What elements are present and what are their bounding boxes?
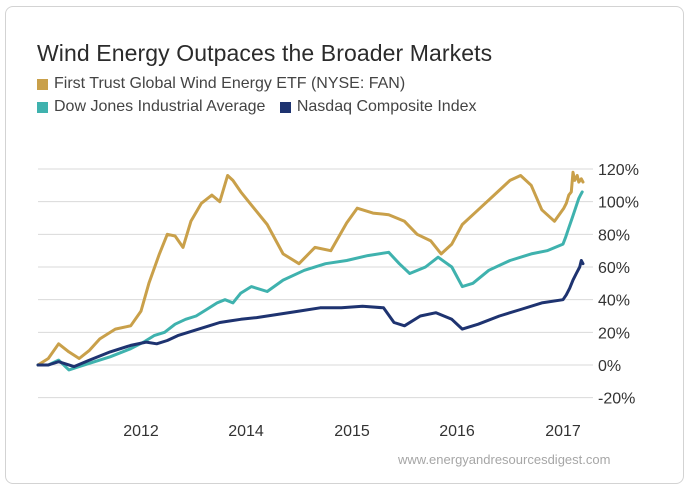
y-tick-label: 100% — [598, 195, 639, 212]
y-tick-label: -20% — [598, 391, 635, 408]
x-tick-labels: 2012 2014 2015 2016 2017 — [123, 423, 581, 440]
legend-label-nasdaq: Nasdaq Composite Index — [296, 98, 477, 115]
legend-row-2: Dow Jones Industrial Average Nasdaq Comp… — [37, 98, 487, 118]
legend-swatch-nasdaq — [279, 101, 291, 113]
legend-item-nasdaq: Nasdaq Composite Index — [279, 98, 477, 116]
series-line-fan — [36, 170, 585, 367]
chart-title: Wind Energy Outpaces the Broader Markets — [37, 40, 493, 66]
legend-item-dow: Dow Jones Industrial Average — [37, 98, 265, 116]
series-line-dow — [36, 190, 584, 372]
chart-frame — [5, 6, 684, 484]
legend-item-fan: First Trust Global Wind Energy ETF (NYSE… — [37, 75, 405, 93]
y-tick-labels: 120% 100% 80% 60% 40% 20% 0% -20% — [598, 162, 639, 408]
series-line-nasdaq — [36, 259, 585, 369]
gridlines — [38, 168, 593, 399]
x-tick-label: 2012 — [123, 423, 159, 440]
x-tick-label: 2016 — [439, 423, 475, 440]
x-tick-label: 2014 — [228, 423, 264, 440]
series-lines — [36, 170, 585, 372]
legend-label-fan: First Trust Global Wind Energy ETF (NYSE… — [54, 75, 406, 92]
y-tick-label: 120% — [598, 162, 639, 179]
y-tick-label: 20% — [598, 325, 630, 342]
y-tick-label: 60% — [598, 260, 630, 277]
legend-swatch-dow — [37, 101, 48, 113]
legend-label-dow: Dow Jones Industrial Average — [54, 98, 266, 115]
x-tick-label: 2015 — [334, 423, 370, 440]
y-tick-label: 0% — [598, 358, 621, 375]
x-tick-label: 2017 — [545, 423, 581, 440]
y-tick-label: 40% — [598, 293, 630, 310]
source-credit: www.energyandresourcesdigest.com — [398, 452, 611, 467]
legend-swatch-fan — [37, 78, 48, 90]
legend-row-1: First Trust Global Wind Energy ETF (NYSE… — [37, 75, 415, 95]
y-tick-label: 80% — [598, 227, 630, 244]
